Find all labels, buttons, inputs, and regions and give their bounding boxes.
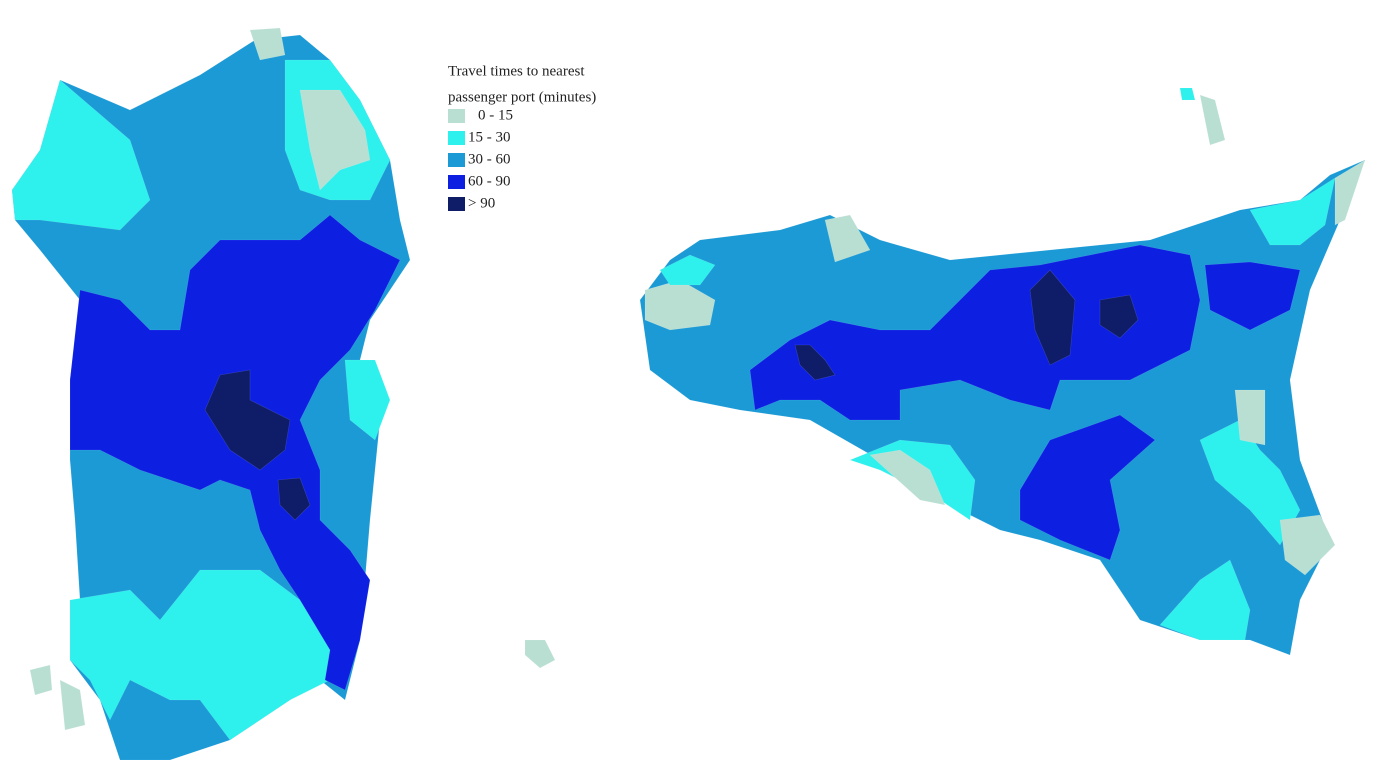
legend-label: 60 - 90 <box>468 173 511 189</box>
region <box>1199 94 1226 146</box>
sicily <box>524 87 1366 669</box>
region <box>1179 87 1196 101</box>
region <box>29 664 53 696</box>
legend-label: 15 - 30 <box>468 129 511 145</box>
region <box>299 89 371 191</box>
region <box>344 359 391 441</box>
region <box>524 639 556 669</box>
legend-swatch <box>448 131 465 145</box>
legend-swatch <box>448 175 465 189</box>
region <box>204 369 291 471</box>
region <box>749 244 1201 421</box>
region <box>59 679 86 731</box>
region <box>1029 269 1076 366</box>
region <box>659 254 716 286</box>
legend-swatch <box>448 197 465 211</box>
region <box>824 214 871 263</box>
legend-label: > 90 <box>468 195 495 211</box>
sardinia <box>11 27 411 761</box>
region <box>277 477 311 521</box>
region <box>1234 389 1266 446</box>
legend-label: 30 - 60 <box>468 151 511 167</box>
region <box>1249 177 1336 246</box>
region <box>869 449 946 506</box>
region <box>69 569 331 741</box>
region <box>11 79 151 231</box>
legend-swatch <box>448 153 465 167</box>
legend-swatch <box>448 109 465 123</box>
region <box>1334 159 1366 226</box>
legend: Travel times to nearest passenger port (… <box>448 63 596 211</box>
legend-title: passenger port (minutes) <box>448 89 596 105</box>
region <box>1204 261 1301 331</box>
region <box>794 344 836 381</box>
region <box>249 27 286 61</box>
region <box>1279 514 1336 576</box>
region <box>1019 414 1156 561</box>
region <box>1159 559 1251 641</box>
legend-label: 0 - 15 <box>478 107 513 123</box>
region <box>1099 294 1139 339</box>
legend-title: Travel times to nearest <box>448 63 585 79</box>
